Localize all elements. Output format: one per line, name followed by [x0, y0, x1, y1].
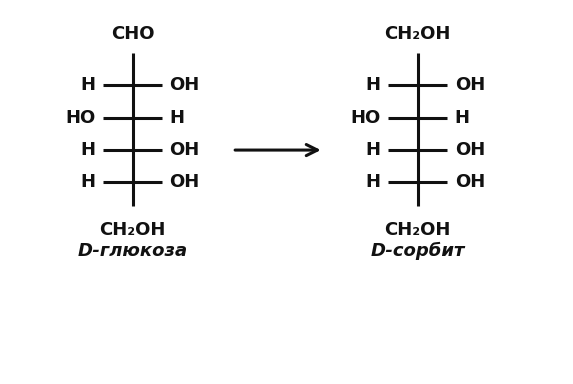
Text: OH: OH: [170, 174, 200, 192]
Text: CH₂OH: CH₂OH: [384, 25, 451, 43]
Text: OH: OH: [455, 76, 485, 94]
Text: D-сорбит: D-сорбит: [371, 242, 465, 260]
Text: HO: HO: [350, 109, 380, 127]
Text: HO: HO: [65, 109, 96, 127]
Text: CH₂OH: CH₂OH: [99, 220, 166, 238]
Text: H: H: [366, 141, 380, 159]
Text: D-глюкоза: D-глюкоза: [77, 242, 187, 260]
Text: OH: OH: [455, 174, 485, 192]
Text: OH: OH: [170, 141, 200, 159]
Text: OH: OH: [170, 76, 200, 94]
Text: CH₂OH: CH₂OH: [384, 220, 451, 238]
Text: H: H: [455, 109, 470, 127]
Text: CHO: CHO: [111, 25, 154, 43]
Text: OH: OH: [455, 141, 485, 159]
Text: H: H: [80, 76, 96, 94]
Text: H: H: [170, 109, 185, 127]
Text: H: H: [80, 141, 96, 159]
Text: H: H: [366, 174, 380, 192]
Text: H: H: [80, 174, 96, 192]
Text: H: H: [366, 76, 380, 94]
